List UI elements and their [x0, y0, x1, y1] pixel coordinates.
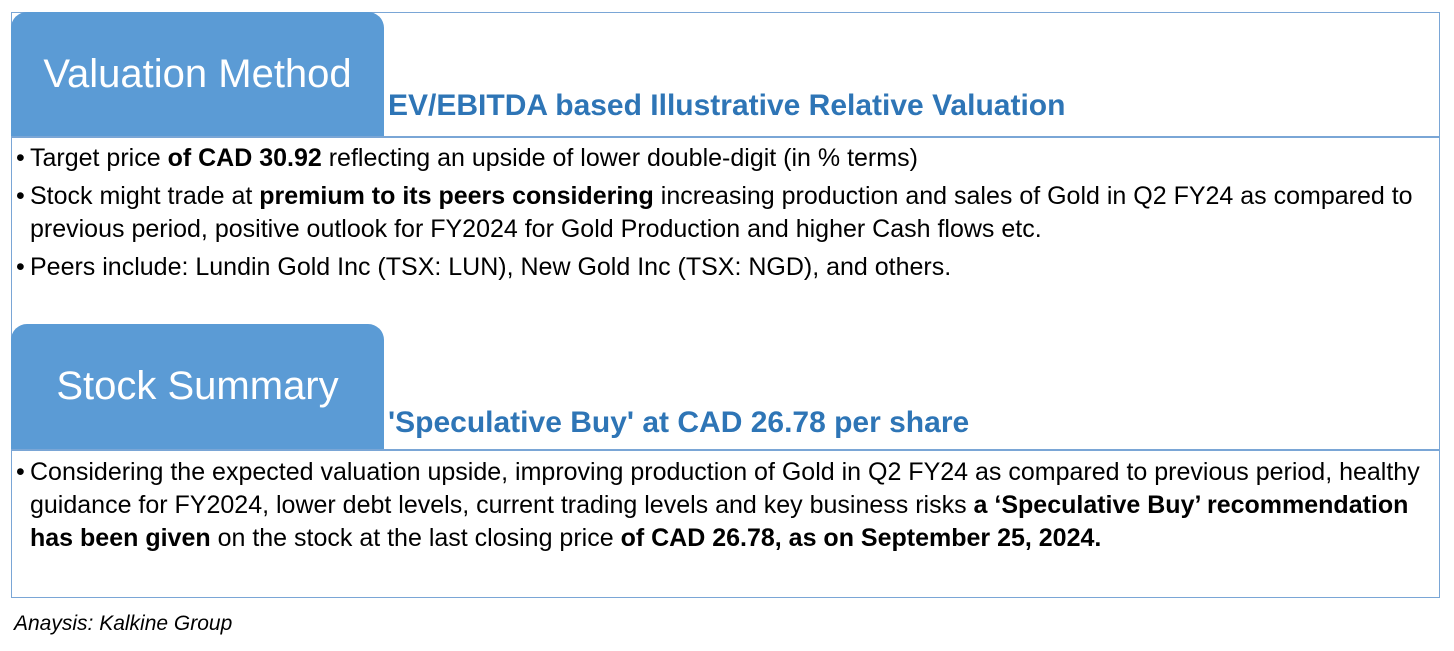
bullet-text-run: Target price — [30, 144, 168, 172]
bullet-text-run: on the stock at the last closing price — [210, 524, 621, 552]
bullet-marker: • — [16, 182, 25, 210]
bullet-marker: • — [16, 253, 25, 281]
summary-bullet-list: • Considering the expected valuation upsi… — [16, 456, 1426, 560]
bullet-item: • Target price of CAD 30.92 reflecting an… — [16, 142, 1426, 175]
bullet-text-run: Stock might trade at — [30, 182, 260, 210]
bullet-text: Stock might trade at premium to its peer… — [30, 180, 1426, 246]
bullet-text-run: increasing production and sales of Gold … — [30, 182, 1413, 243]
bullet-item: • Considering the expected valuation upsi… — [16, 456, 1426, 555]
bullet-text: Target price of CAD 30.92 reflecting an … — [30, 142, 1426, 175]
bullet-marker: • — [16, 458, 25, 486]
content-frame — [11, 12, 1440, 598]
bullet-text-bold: of CAD 30.92 — [167, 144, 322, 172]
summary-subtitle: 'Speculative Buy' at CAD 26.78 per share — [388, 406, 970, 439]
source-note: Anaysis: Kalkine Group — [14, 612, 233, 635]
bullet-text: Peers include: Lundin Gold Inc (TSX: LUN… — [30, 251, 1426, 284]
valuation-method-tab: Valuation Method — [11, 12, 384, 138]
bullet-text-run: reflecting an upside of lower double-dig… — [321, 144, 918, 172]
bullet-text: Considering the expected valuation upsid… — [30, 456, 1426, 555]
valuation-subtitle: EV/EBITDA based Illustrative Relative Va… — [388, 89, 1066, 122]
valuation-method-title: Valuation Method — [43, 51, 352, 96]
stock-summary-tab: Stock Summary — [11, 324, 384, 450]
bullet-text-bold: a ‘Speculative Buy’ recommendation has b… — [30, 491, 1409, 552]
bullet-text-bold: of CAD 26.78, as on September 25, 2024. — [620, 524, 1102, 552]
stock-summary-title: Stock Summary — [56, 363, 339, 408]
bullet-text-bold: premium to its peers considering — [259, 182, 654, 210]
bullet-marker: • — [16, 144, 25, 172]
bullet-text-run: Considering the expected valuation upsid… — [30, 458, 1420, 519]
bullet-item: • Stock might trade at premium to its pee… — [16, 180, 1426, 246]
bullet-item: • Peers include: Lundin Gold Inc (TSX: LU… — [16, 251, 1426, 284]
valuation-divider — [11, 136, 1440, 138]
valuation-bullet-list: • Target price of CAD 30.92 reflecting an… — [16, 142, 1426, 289]
bullet-text-run: Peers include: Lundin Gold Inc (TSX: LUN… — [30, 253, 952, 281]
summary-divider — [11, 449, 1440, 451]
